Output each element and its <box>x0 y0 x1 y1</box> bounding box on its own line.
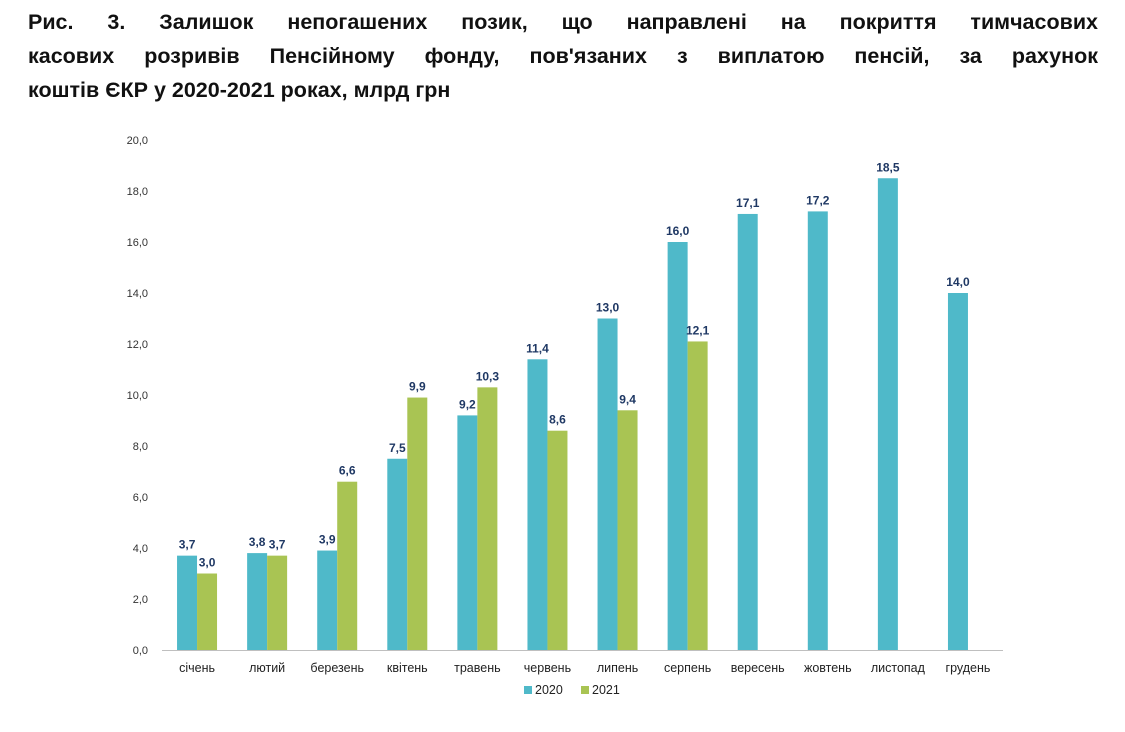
x-category-label: січень <box>179 661 215 675</box>
data-label-2021: 10,3 <box>476 369 500 383</box>
data-label-2020: 11,4 <box>526 341 549 355</box>
y-tick-label: 20,0 <box>127 135 148 147</box>
data-label-2021: 9,4 <box>619 392 636 406</box>
bar-2021 <box>267 555 288 650</box>
x-category-label: вересень <box>731 661 785 675</box>
bar-2020 <box>737 213 758 650</box>
bar-2020 <box>177 555 198 650</box>
x-category-label: жовтень <box>804 661 852 675</box>
x-category-label: березень <box>310 661 364 675</box>
y-tick-label: 6,0 <box>133 492 148 504</box>
bar-2021 <box>687 341 708 650</box>
x-category-label: грудень <box>946 661 991 675</box>
data-label-2020: 3,8 <box>249 535 266 549</box>
legend-label-2021: 2021 <box>592 683 620 697</box>
y-tick-label: 12,0 <box>127 339 148 351</box>
data-label-2020: 16,0 <box>666 224 690 238</box>
data-label-2021: 8,6 <box>549 413 566 427</box>
y-tick-label: 8,0 <box>133 441 148 453</box>
y-tick-label: 14,0 <box>127 288 148 300</box>
legend-swatch-2021 <box>581 686 589 694</box>
bar-2021 <box>407 397 428 650</box>
bar-2020 <box>807 211 828 650</box>
bar-2020 <box>247 553 268 650</box>
bar-2020 <box>877 178 898 650</box>
data-label-2021: 6,6 <box>339 464 356 478</box>
x-category-label: листопад <box>871 661 926 675</box>
data-label-2020: 7,5 <box>389 441 406 455</box>
x-category-label: серпень <box>664 661 711 675</box>
bar-2021 <box>197 573 218 650</box>
y-tick-label: 10,0 <box>127 390 148 402</box>
data-label-2021: 12,1 <box>686 323 710 337</box>
title-line-1: Рис. 3. Залишок непогашених позик, що на… <box>28 10 1098 35</box>
x-category-label: липень <box>597 661 638 675</box>
bar-2020 <box>597 318 618 650</box>
data-label-2021: 3,0 <box>199 556 216 570</box>
x-category-label: лютий <box>249 661 285 675</box>
bar-2021 <box>547 430 568 650</box>
data-label-2021: 3,7 <box>269 538 286 552</box>
x-category-label: квітень <box>387 661 428 675</box>
data-label-2020: 13,0 <box>596 301 620 315</box>
title-line-3-text: коштів ЄКР у 2020-2021 роках, млрд грн <box>28 78 451 102</box>
title-line-2-text: касових розривів Пенсійному фонду, пов'я… <box>28 44 1098 68</box>
title-line-2: касових розривів Пенсійному фонду, пов'я… <box>28 44 1098 69</box>
bar-2020 <box>387 458 408 650</box>
data-label-2020: 18,5 <box>876 160 900 174</box>
bar-2020 <box>667 242 688 650</box>
data-label-2021: 9,9 <box>409 380 426 394</box>
bar-2021 <box>617 410 638 650</box>
bar-2020 <box>457 415 478 650</box>
bar-2020 <box>527 359 548 650</box>
y-tick-label: 2,0 <box>133 594 148 606</box>
title-line-3: коштів ЄКР у 2020-2021 роках, млрд грн <box>28 78 1098 103</box>
y-tick-label: 18,0 <box>127 186 148 198</box>
data-label-2020: 17,2 <box>806 193 830 207</box>
data-label-2020: 17,1 <box>736 196 760 210</box>
bar-2021 <box>477 387 498 650</box>
y-tick-label: 16,0 <box>127 237 148 249</box>
x-category-label: травень <box>454 661 501 675</box>
legend-swatch-2020 <box>524 686 532 694</box>
data-label-2020: 3,7 <box>179 538 196 552</box>
bar-2020 <box>317 550 338 650</box>
x-category-label: червень <box>524 661 571 675</box>
bar-2020 <box>947 293 968 650</box>
y-tick-label: 0,0 <box>133 645 148 657</box>
data-label-2020: 14,0 <box>946 275 970 289</box>
data-label-2020: 3,9 <box>319 533 336 547</box>
bar-2021 <box>337 481 358 650</box>
data-label-2020: 9,2 <box>459 397 476 411</box>
title-line-1-text: Рис. 3. Залишок непогашених позик, що на… <box>28 10 1098 34</box>
legend-label-2020: 2020 <box>535 683 563 697</box>
y-tick-label: 4,0 <box>133 543 148 555</box>
